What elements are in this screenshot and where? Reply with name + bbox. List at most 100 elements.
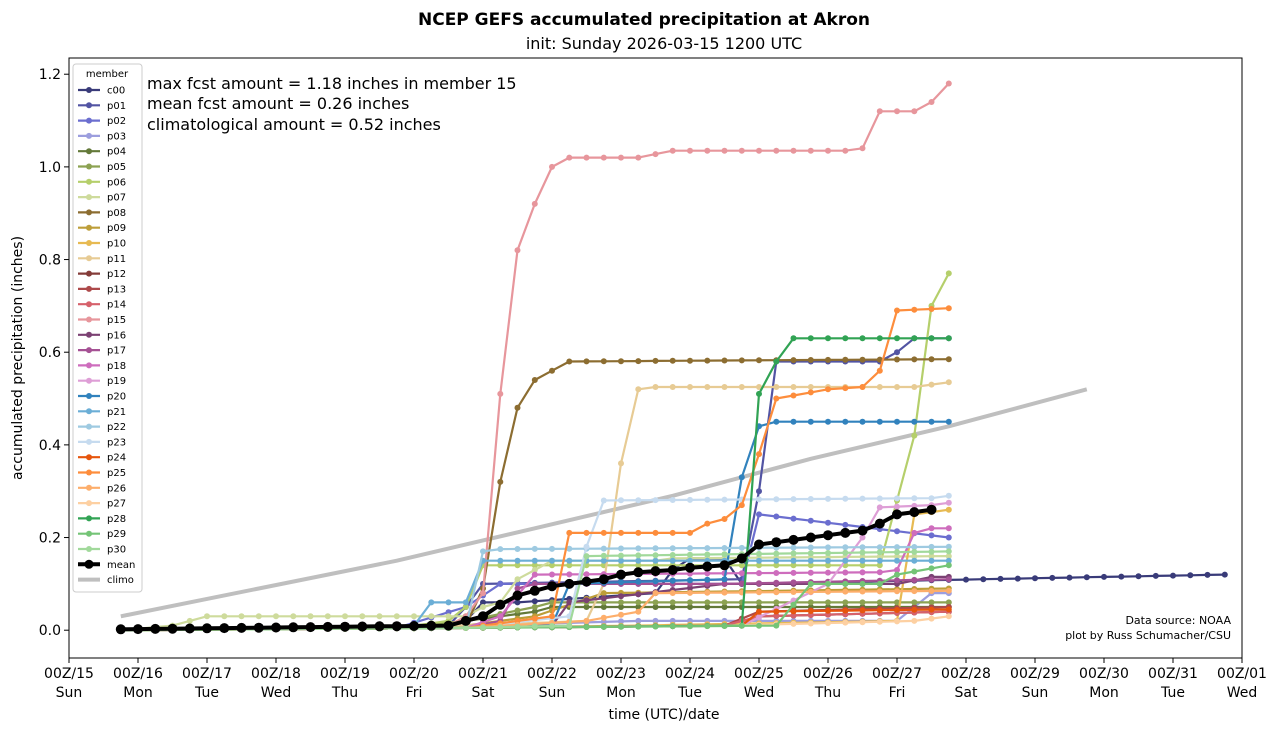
data-point-p05	[721, 599, 728, 606]
data-point-p28	[876, 335, 883, 342]
data-point-p15	[600, 154, 607, 161]
data-point-p28	[894, 335, 900, 342]
data-point-p22	[825, 544, 831, 551]
data-point-p07	[411, 613, 417, 620]
data-point-p23	[618, 497, 624, 504]
data-point-p23	[911, 495, 918, 502]
data-point-p02	[807, 517, 814, 524]
data-point-p15	[549, 163, 555, 170]
data-point-p05	[600, 599, 607, 606]
data-point-mean	[288, 622, 299, 633]
data-point-mean	[633, 567, 644, 578]
data-point-mean	[340, 621, 350, 632]
data-point-p25	[911, 306, 918, 313]
data-point-mean	[495, 599, 506, 610]
legend-item-p20: p20	[78, 392, 126, 403]
data-point-p04	[583, 604, 590, 610]
data-point-p29	[687, 623, 693, 630]
y-tick-label: 1.0	[39, 160, 61, 176]
data-point-p28	[859, 335, 866, 342]
x-tick-day: Sat	[955, 685, 978, 701]
data-point-p07	[514, 576, 521, 583]
data-point-mean	[374, 621, 385, 632]
data-point-c00	[1152, 572, 1159, 579]
legend-label: p08	[107, 208, 126, 219]
data-point-p18	[756, 570, 762, 577]
data-point-p26	[669, 590, 676, 596]
data-point-p07	[445, 613, 452, 620]
data-point-c00	[514, 599, 521, 606]
data-point-p22	[514, 546, 521, 552]
data-point-p02	[773, 513, 780, 520]
data-point-p07	[186, 617, 193, 624]
data-point-p22	[945, 543, 952, 550]
data-point-p25	[721, 516, 728, 522]
data-point-mean	[909, 507, 920, 518]
data-point-mean	[443, 620, 454, 631]
x-tick-day: Tue	[1160, 685, 1185, 701]
data-point-p21	[807, 557, 814, 564]
legend-marker	[86, 530, 92, 537]
legend-items: c00 p01 p02 p03 p04 p05 p06 p07 p08 p09 p10 p11 p12 p…	[78, 86, 135, 586]
legend-item-p05: p05	[78, 162, 126, 173]
data-point-p07	[204, 613, 210, 620]
data-point-p25	[876, 367, 883, 374]
data-point-p19	[945, 499, 952, 506]
data-point-p06	[945, 270, 952, 277]
legend-item-p26: p26	[78, 483, 126, 494]
data-point-p08	[497, 478, 504, 485]
annotation-climo: climatological amount = 0.52 inches	[147, 115, 441, 134]
series-climo	[120, 387, 1088, 619]
data-point-p21	[756, 557, 762, 564]
data-point-p26	[894, 588, 900, 595]
data-point-p15	[738, 147, 745, 154]
data-point-p23	[669, 497, 676, 503]
legend-marker	[86, 87, 92, 93]
legend-label: climo	[107, 575, 134, 586]
data-point-p24	[790, 608, 797, 615]
data-point-p22	[669, 545, 676, 552]
data-point-p28	[756, 390, 762, 397]
data-point-mean	[736, 553, 747, 564]
data-point-p01	[756, 488, 762, 495]
data-point-p21	[825, 557, 831, 564]
data-point-p27	[807, 620, 814, 627]
data-point-mean	[788, 534, 799, 545]
data-point-p21	[600, 557, 607, 564]
data-point-p02	[825, 519, 831, 526]
data-point-p25	[945, 305, 952, 312]
legend-label: p14	[107, 300, 126, 311]
data-point-p23	[876, 495, 883, 502]
legend-item-p17: p17	[78, 346, 126, 357]
data-point-p05	[652, 599, 659, 606]
x-tick-date: 00Z/22	[527, 666, 577, 682]
data-point-p11	[756, 384, 762, 390]
data-point-p20	[721, 576, 728, 583]
data-point-p07	[393, 613, 400, 620]
data-point-mean	[892, 509, 902, 520]
annotation-mean: mean fcst amount = 0.26 inches	[147, 94, 409, 113]
data-point-p15	[807, 147, 814, 154]
data-point-p21	[911, 557, 918, 564]
data-point-p24	[876, 607, 883, 614]
data-point-p24	[807, 608, 814, 614]
data-point-p28	[945, 335, 952, 342]
data-point-p07	[480, 604, 486, 610]
data-point-c00	[1118, 573, 1125, 580]
data-point-p23	[652, 497, 659, 504]
data-point-mean	[581, 576, 592, 587]
data-point-p15	[911, 108, 918, 115]
data-point-p25	[549, 613, 555, 620]
x-tick-day: Thu	[331, 685, 358, 701]
data-point-p26	[911, 588, 918, 595]
data-point-p30	[945, 548, 952, 555]
plot-area	[68, 57, 1243, 659]
legend-item-c00: c00	[78, 86, 125, 97]
data-point-c00	[1135, 573, 1142, 580]
legend-marker	[86, 377, 92, 384]
data-point-p02	[497, 580, 504, 587]
data-point-p22	[911, 544, 918, 550]
legend-label: p09	[107, 223, 126, 234]
data-point-p23	[687, 496, 693, 503]
data-point-p23	[945, 492, 952, 499]
